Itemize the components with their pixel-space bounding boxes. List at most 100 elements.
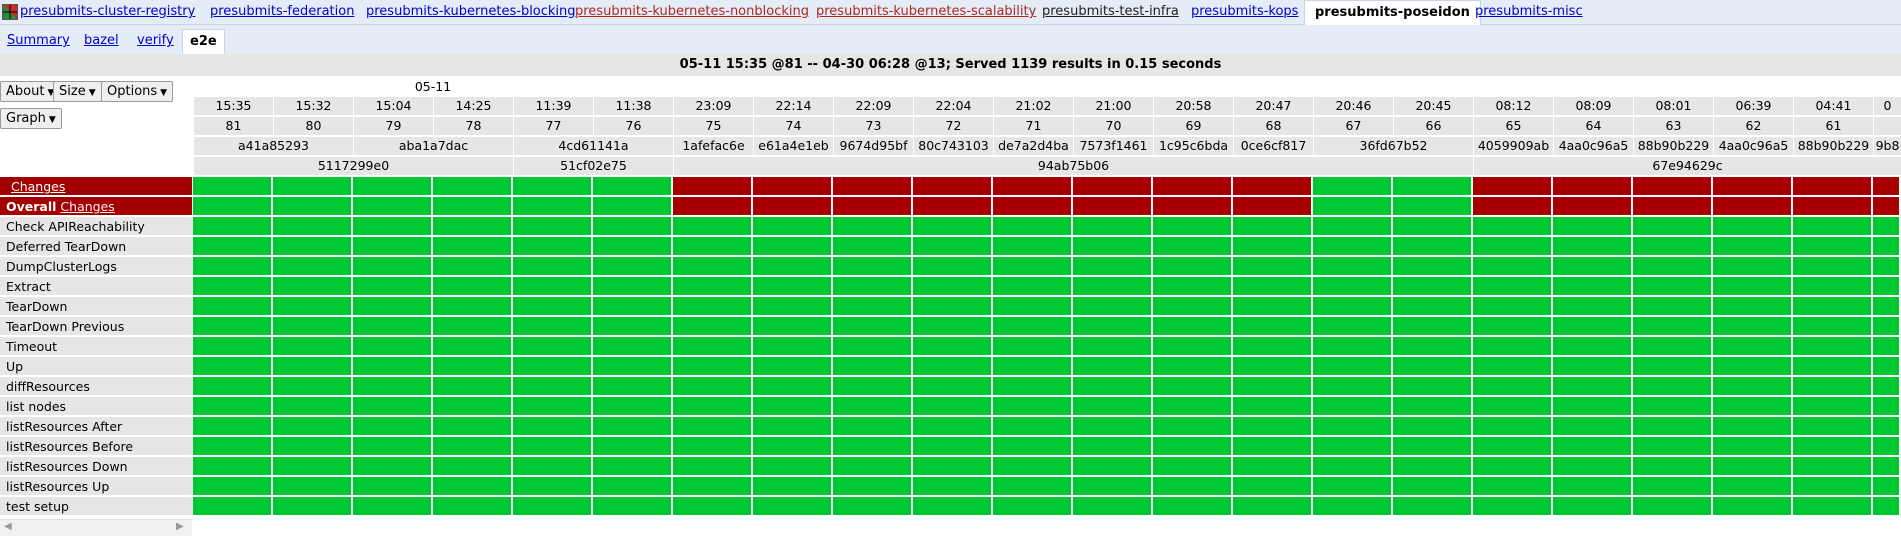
- result-cell-pass[interactable]: [353, 357, 433, 376]
- result-cell-pass[interactable]: [1473, 497, 1553, 516]
- result-cell-pass[interactable]: [273, 197, 353, 216]
- result-cell-pass[interactable]: [273, 417, 353, 436]
- result-cell-pass[interactable]: [1153, 417, 1233, 436]
- result-cell-pass[interactable]: [753, 417, 833, 436]
- result-cell-pass[interactable]: [993, 257, 1073, 276]
- result-cell-pass[interactable]: [273, 437, 353, 456]
- build-number-header[interactable]: 66: [1393, 117, 1473, 135]
- result-cell-pass[interactable]: [673, 337, 753, 356]
- result-cell-pass[interactable]: [753, 377, 833, 396]
- result-cell-pass[interactable]: [1153, 277, 1233, 296]
- result-cell-pass[interactable]: [193, 337, 273, 356]
- result-cell-pass[interactable]: [433, 457, 513, 476]
- result-cell-pass[interactable]: [193, 437, 273, 456]
- result-cell-pass[interactable]: [1153, 457, 1233, 476]
- result-cell-pass[interactable]: [833, 237, 913, 256]
- result-cell-pass[interactable]: [273, 497, 353, 516]
- result-cell-pass[interactable]: [673, 317, 753, 336]
- graph-menu-button[interactable]: Graph ▼: [0, 108, 62, 129]
- result-cell-pass[interactable]: [1073, 377, 1153, 396]
- result-cell-fail[interactable]: [1153, 177, 1233, 196]
- result-cell-fail[interactable]: [1633, 197, 1713, 216]
- result-cell-pass[interactable]: [1073, 417, 1153, 436]
- result-cell-pass[interactable]: [1713, 497, 1793, 516]
- result-cell-pass[interactable]: [1073, 337, 1153, 356]
- result-cell-pass[interactable]: [993, 377, 1073, 396]
- result-cell-fail[interactable]: [1873, 197, 1901, 216]
- result-cell-pass[interactable]: [1713, 317, 1793, 336]
- result-cell-pass[interactable]: [993, 237, 1073, 256]
- result-cell-pass[interactable]: [993, 217, 1073, 236]
- result-cell-pass[interactable]: [1393, 297, 1473, 316]
- result-cell-pass[interactable]: [273, 217, 353, 236]
- result-cell-pass[interactable]: [1393, 357, 1473, 376]
- result-cell-pass[interactable]: [1473, 277, 1553, 296]
- result-cell-pass[interactable]: [593, 397, 673, 416]
- result-cell-pass[interactable]: [833, 297, 913, 316]
- options-menu-button[interactable]: Options ▼: [101, 81, 174, 102]
- result-cell-pass[interactable]: [193, 217, 273, 236]
- result-cell-pass[interactable]: [433, 477, 513, 496]
- result-cell-pass[interactable]: [753, 277, 833, 296]
- result-cell-pass[interactable]: [1633, 277, 1713, 296]
- build-number-header[interactable]: 67: [1313, 117, 1393, 135]
- result-cell-pass[interactable]: [1393, 417, 1473, 436]
- result-cell-pass[interactable]: [1873, 277, 1901, 296]
- result-cell-pass[interactable]: [1233, 377, 1313, 396]
- scroll-left-icon[interactable]: ◀: [4, 521, 12, 532]
- result-cell-pass[interactable]: [1713, 277, 1793, 296]
- result-cell-pass[interactable]: [1233, 417, 1313, 436]
- result-cell-pass[interactable]: [993, 437, 1073, 456]
- result-cell-fail[interactable]: [1713, 197, 1793, 216]
- result-cell-pass[interactable]: [1553, 457, 1633, 476]
- result-cell-pass[interactable]: [1873, 397, 1901, 416]
- result-cell-pass[interactable]: [593, 377, 673, 396]
- result-cell-pass[interactable]: [1073, 237, 1153, 256]
- result-cell-fail[interactable]: [1233, 177, 1313, 196]
- time-header[interactable]: 21:00: [1073, 97, 1153, 115]
- build-number-header[interactable]: 77: [513, 117, 593, 135]
- result-cell-pass[interactable]: [1073, 437, 1153, 456]
- result-cell-pass[interactable]: [1153, 257, 1233, 276]
- result-cell-pass[interactable]: [1073, 397, 1153, 416]
- overall-changes-link[interactable]: Changes: [60, 199, 115, 214]
- result-cell-pass[interactable]: [1393, 457, 1473, 476]
- result-cell-pass[interactable]: [833, 337, 913, 356]
- result-cell-pass[interactable]: [753, 397, 833, 416]
- result-cell-pass[interactable]: [1713, 257, 1793, 276]
- result-cell-pass[interactable]: [1393, 217, 1473, 236]
- result-cell-pass[interactable]: [1233, 317, 1313, 336]
- result-cell-pass[interactable]: [1153, 437, 1233, 456]
- result-cell-pass[interactable]: [1393, 477, 1473, 496]
- result-cell-pass[interactable]: [913, 497, 993, 516]
- result-cell-pass[interactable]: [193, 277, 273, 296]
- result-cell-pass[interactable]: [1633, 257, 1713, 276]
- result-cell-pass[interactable]: [433, 337, 513, 356]
- result-cell-fail[interactable]: [1633, 177, 1713, 196]
- result-cell-pass[interactable]: [913, 317, 993, 336]
- result-cell-pass[interactable]: [593, 317, 673, 336]
- result-cell-pass[interactable]: [513, 357, 593, 376]
- result-cell-pass[interactable]: [1793, 497, 1873, 516]
- result-cell-pass[interactable]: [1473, 477, 1553, 496]
- result-cell-pass[interactable]: [1793, 257, 1873, 276]
- result-cell-pass[interactable]: [593, 497, 673, 516]
- result-cell-pass[interactable]: [1713, 377, 1793, 396]
- result-cell-pass[interactable]: [1873, 337, 1901, 356]
- build-number-header[interactable]: 70: [1073, 117, 1153, 135]
- dashboard-tab-presubmits-misc[interactable]: presubmits-misc: [1475, 4, 1583, 19]
- result-cell-fail[interactable]: [1553, 177, 1633, 196]
- time-header[interactable]: 15:04: [353, 97, 433, 115]
- result-cell-pass[interactable]: [1473, 377, 1553, 396]
- result-cell-pass[interactable]: [1073, 457, 1153, 476]
- result-cell-pass[interactable]: [1153, 337, 1233, 356]
- result-cell-pass[interactable]: [593, 237, 673, 256]
- result-cell-pass[interactable]: [353, 217, 433, 236]
- result-cell-pass[interactable]: [1473, 237, 1553, 256]
- result-cell-pass[interactable]: [913, 217, 993, 236]
- result-cell-pass[interactable]: [1153, 397, 1233, 416]
- time-header[interactable]: 08:12: [1473, 97, 1553, 115]
- result-cell-pass[interactable]: [513, 257, 593, 276]
- result-cell-pass[interactable]: [1793, 437, 1873, 456]
- row-label[interactable]: Overall Changes: [0, 197, 192, 216]
